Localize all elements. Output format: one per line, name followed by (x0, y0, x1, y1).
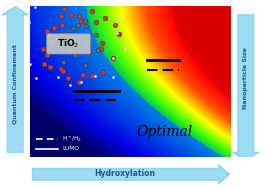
Text: Quantum Confinement: Quantum Confinement (13, 44, 18, 124)
Text: H$^+$/H$_2$: H$^+$/H$_2$ (63, 135, 83, 144)
Text: LUMO: LUMO (63, 146, 80, 151)
FancyArrow shape (2, 6, 28, 152)
Text: Optimal: Optimal (136, 125, 193, 139)
FancyArrow shape (33, 165, 229, 184)
Text: TiO$_2$: TiO$_2$ (57, 38, 80, 50)
Text: Hydroxylation: Hydroxylation (94, 169, 155, 178)
FancyArrow shape (233, 15, 259, 161)
FancyBboxPatch shape (46, 34, 91, 54)
Text: Nanoparticle Size: Nanoparticle Size (243, 47, 248, 109)
